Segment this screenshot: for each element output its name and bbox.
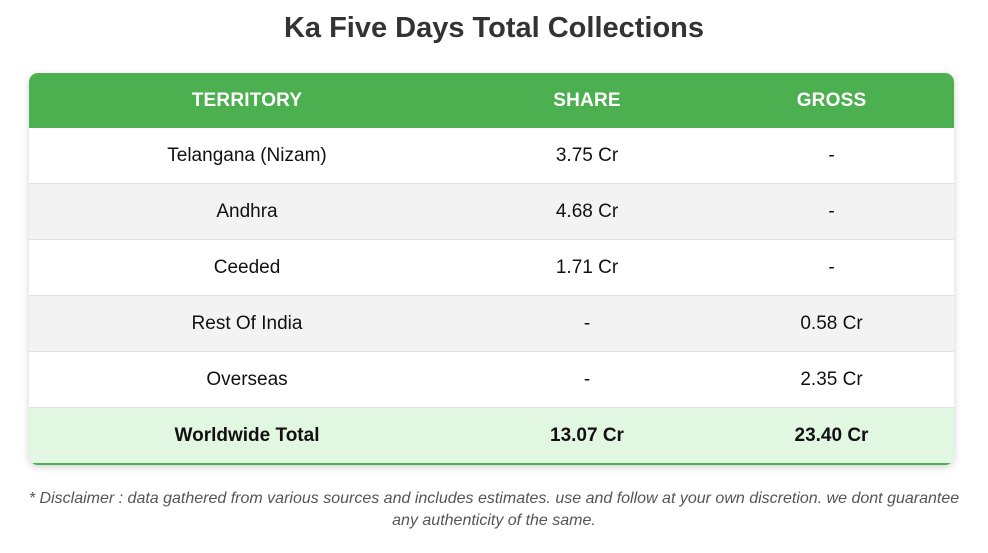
gross-cell: - — [709, 183, 954, 240]
table-header: TERRITORY SHARE GROSS — [29, 73, 954, 128]
collections-table-card: TERRITORY SHARE GROSS Telangana (Nizam) … — [29, 73, 954, 465]
collections-table: TERRITORY SHARE GROSS Telangana (Nizam) … — [29, 73, 954, 465]
share-cell: 3.75 Cr — [465, 128, 709, 184]
gross-cell: - — [709, 239, 954, 296]
total-row: Worldwide Total 13.07 Cr 23.40 Cr — [29, 407, 954, 465]
table-row: Rest Of India - 0.58 Cr — [29, 295, 954, 352]
column-header-share: SHARE — [465, 73, 709, 128]
total-territory-cell: Worldwide Total — [29, 407, 465, 465]
share-cell: - — [465, 295, 709, 352]
total-gross-cell: 23.40 Cr — [709, 407, 954, 465]
table-row: Ceeded 1.71 Cr - — [29, 239, 954, 296]
gross-cell: 0.58 Cr — [709, 295, 954, 352]
disclaimer-text: * Disclaimer : data gathered from variou… — [28, 490, 960, 529]
table-row: Telangana (Nizam) 3.75 Cr - — [29, 128, 954, 184]
table-row: Andhra 4.68 Cr - — [29, 183, 954, 240]
share-cell: - — [465, 351, 709, 408]
gross-cell: - — [709, 128, 954, 184]
territory-cell: Rest Of India — [29, 295, 465, 352]
column-header-gross: GROSS — [709, 73, 954, 128]
share-cell: 1.71 Cr — [465, 239, 709, 296]
gross-cell: 2.35 Cr — [709, 351, 954, 408]
column-header-territory: TERRITORY — [29, 73, 465, 128]
page-title: Ka Five Days Total Collections — [283, 12, 705, 44]
table-row: Overseas - 2.35 Cr — [29, 351, 954, 408]
header-row: TERRITORY SHARE GROSS — [29, 73, 954, 128]
territory-cell: Overseas — [29, 351, 465, 408]
table-body: Telangana (Nizam) 3.75 Cr - Andhra 4.68 … — [29, 128, 954, 465]
territory-cell: Ceeded — [29, 239, 465, 296]
territory-cell: Telangana (Nizam) — [29, 128, 465, 184]
total-share-cell: 13.07 Cr — [465, 407, 709, 465]
share-cell: 4.68 Cr — [465, 183, 709, 240]
territory-cell: Andhra — [29, 183, 465, 240]
